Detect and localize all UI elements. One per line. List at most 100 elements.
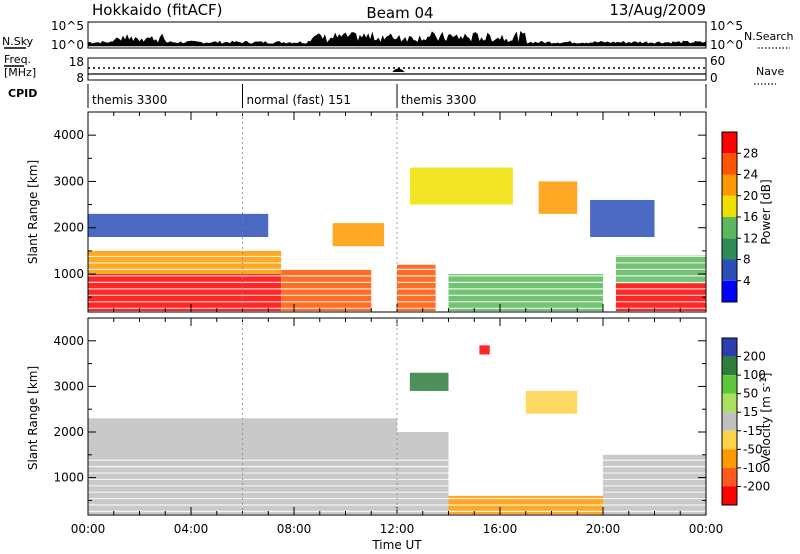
power-scatter-region xyxy=(397,264,436,312)
mode-label: normal (fast) 151 xyxy=(247,93,351,107)
time-tick-label: 08:00 xyxy=(277,522,312,536)
time-x-axis: 00:00 04:00 08:00 12:00 16:00 20:00 00:00 xyxy=(71,112,724,536)
velocity-colorbar-unit-close: ] xyxy=(759,372,773,377)
power-colorbar-label: Power [dB] xyxy=(759,179,773,244)
power-colorbar-tick: 16 xyxy=(743,210,758,224)
power-scatter-region xyxy=(332,223,385,247)
station-title: Hokkaido (fitACF) xyxy=(92,1,223,19)
power-colorbar-swatch xyxy=(722,195,737,217)
velocity-scatter-region xyxy=(525,390,578,414)
nsearch-label: N.Search xyxy=(744,30,794,43)
velocity-colorbar-swatch xyxy=(722,393,737,413)
freq-tick-top: 18 xyxy=(69,55,84,69)
velocity-colorbar-unit: [m s xyxy=(759,386,773,412)
velocity-colorbar-tick: 100 xyxy=(743,368,766,382)
velocity-ylabel: Slant Range [km] xyxy=(26,366,40,470)
velocity-colorbar-swatch xyxy=(722,412,737,431)
nsky-tick-top-right: 10^5 xyxy=(710,19,743,33)
mode-label: themis 3300 xyxy=(92,93,167,107)
velocity-colorbar-tick: 50 xyxy=(743,387,758,401)
freq-tick-bottom: 8 xyxy=(76,71,84,85)
time-tick-label: 16:00 xyxy=(483,522,518,536)
velocity-colorbar-swatch xyxy=(722,338,737,357)
power-panel: 1000 2000 3000 4000 Slant Range [km] 4 8 12 16… xyxy=(26,111,773,313)
time-tick-label: 20:00 xyxy=(586,522,621,536)
nsky-label: N.Sky xyxy=(2,35,34,48)
power-scatter-region xyxy=(409,167,513,205)
power-ytick-label: 2000 xyxy=(53,221,84,235)
velocity-colorbar: 200 100 50 15 -15 -50 -100 -200 xyxy=(721,337,770,506)
velocity-colorbar-tick: 200 xyxy=(743,350,766,364)
power-colorbar-swatch xyxy=(722,280,737,302)
velocity-colorbar-swatch xyxy=(722,449,737,468)
velocity-colorbar-tick: -200 xyxy=(743,479,770,493)
power-colorbar-tick: 4 xyxy=(743,274,751,288)
power-colorbar-swatch xyxy=(722,132,737,154)
cpid-row: CPID themis 3300 normal (fast) 151 themis … xyxy=(8,84,707,108)
power-scatter-region xyxy=(615,283,706,312)
nsky-panel: N.Sky 10^5 10^0 10^5 10^0 N.Search xyxy=(2,19,794,52)
nsky-trace xyxy=(87,30,707,47)
power-ytick-label: 3000 xyxy=(53,174,84,188)
time-tick-label: 00:00 xyxy=(689,522,724,536)
power-colorbar-swatch xyxy=(722,174,737,196)
power-colorbar-tick: 12 xyxy=(743,231,758,245)
velocity-colorbar-name: Velocity xyxy=(759,416,773,463)
velocity-y-axis: 1000 2000 3000 4000 xyxy=(53,334,706,501)
nave-tick-top: 60 xyxy=(710,54,725,68)
power-ylabel: Slant Range [km] xyxy=(26,160,40,264)
velocity-panel: 1000 2000 3000 4000 Slant Range [km] 200 100… xyxy=(26,317,773,516)
nsky-tick-top: 10^5 xyxy=(51,19,84,33)
velocity-colorbar-swatch xyxy=(722,375,737,394)
power-colorbar-tick: 8 xyxy=(743,253,751,267)
time-xlabel: Time UT xyxy=(371,538,422,552)
power-y-axis: 1000 2000 3000 4000 xyxy=(53,128,706,298)
velocity-ytick-label: 4000 xyxy=(53,334,84,348)
nsky-tick-bottom-right: 10^0 xyxy=(710,38,743,52)
velocity-colorbar-swatch xyxy=(722,486,737,505)
power-ytick-label: 4000 xyxy=(53,128,84,142)
power-colorbar-swatch xyxy=(722,217,737,239)
velocity-ytick-label: 2000 xyxy=(53,425,84,439)
freq-label: Freq. xyxy=(4,53,31,66)
velocity-scatter-region xyxy=(479,345,490,355)
nave-label: Nave xyxy=(756,65,784,78)
time-tick-label: 12:00 xyxy=(380,522,415,536)
power-scatter-region xyxy=(88,274,282,312)
power-scatter-region xyxy=(538,181,578,214)
velocity-colorbar-tick: 15 xyxy=(743,405,758,419)
date-title: 13/Aug/2009 xyxy=(609,1,706,19)
velocity-colorbar-swatch xyxy=(722,467,737,487)
time-tick-label: 00:00 xyxy=(71,522,106,536)
velocity-colorbar-tick: -50 xyxy=(743,442,763,456)
velocity-colorbar-label: Velocity [m s-1] xyxy=(759,372,773,463)
nsky-tick-bottom: 10^0 xyxy=(51,38,84,52)
power-colorbar-tick: 20 xyxy=(743,189,758,203)
time-tick-label: 04:00 xyxy=(174,522,209,536)
power-colorbar-swatch xyxy=(722,153,737,175)
power-scatter-region xyxy=(88,213,269,237)
freq-unit-label: [MHz] xyxy=(4,66,36,79)
velocity-colorbar-swatch xyxy=(722,430,737,450)
power-colorbar-swatch xyxy=(722,259,737,281)
cpid-label: CPID xyxy=(8,87,37,100)
power-colorbar-tick: 28 xyxy=(743,146,758,160)
power-colorbar-swatch xyxy=(722,238,737,260)
velocity-colorbar-tick: -100 xyxy=(743,461,770,475)
velocity-colorbar-tick: -15 xyxy=(743,424,763,438)
velocity-scatter-region xyxy=(603,454,706,515)
mode-segments: themis 3300 normal (fast) 151 themis 3300 xyxy=(87,84,707,108)
velocity-ytick-label: 1000 xyxy=(53,471,84,485)
velocity-ytick-label: 3000 xyxy=(53,379,84,393)
velocity-colorbar-unit-exp: -1 xyxy=(759,377,769,386)
power-scatter-region xyxy=(448,274,603,312)
power-ytick-label: 1000 xyxy=(53,267,84,281)
velocity-scatter-region xyxy=(409,372,449,391)
power-colorbar-tick: 24 xyxy=(743,168,758,182)
power-heatmap xyxy=(88,167,706,312)
nave-tick-bottom: 0 xyxy=(710,71,718,85)
beam-title: Beam 04 xyxy=(366,4,433,22)
mode-label: themis 3300 xyxy=(401,93,476,107)
freq-panel: Freq. [MHz] 18 8 60 0 Nave xyxy=(4,53,784,85)
